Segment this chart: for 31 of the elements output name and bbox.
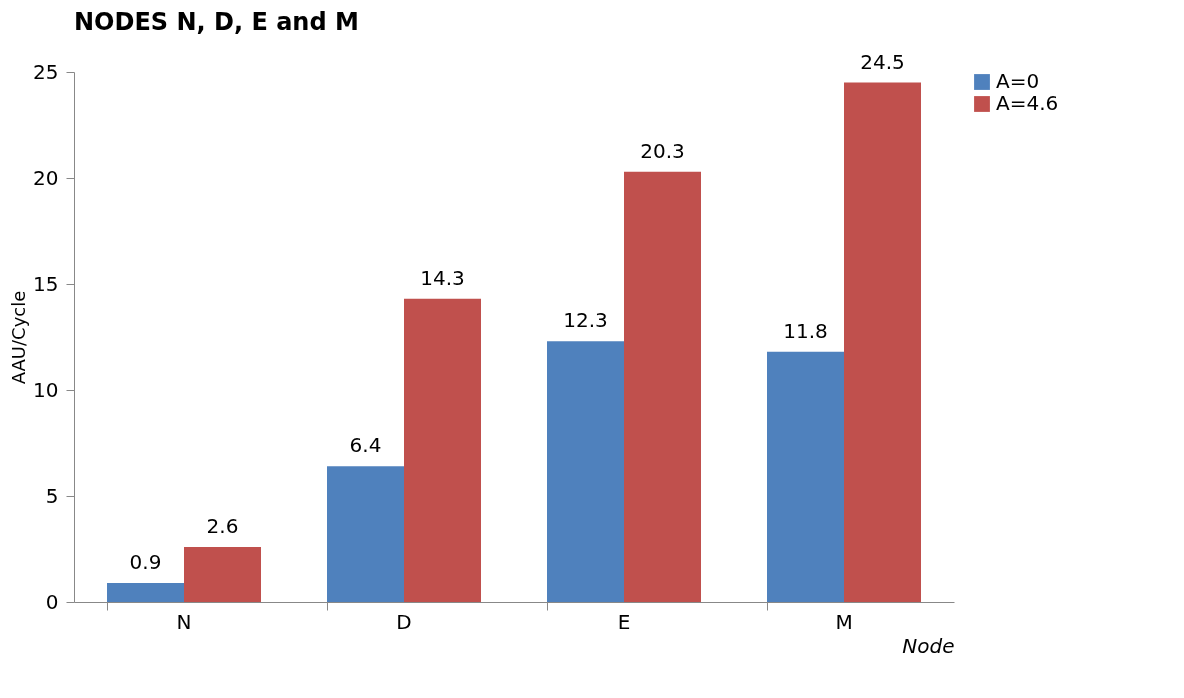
y-tick-label: 10: [33, 377, 59, 402]
y-tick-label: 15: [33, 271, 59, 296]
y-tick-label: 0: [45, 589, 59, 614]
y-tick-label: 20: [33, 165, 59, 190]
chart-title: NODES N, D, E and M: [74, 7, 359, 36]
bar: [767, 351, 844, 602]
legend-label: A=0: [996, 69, 1040, 93]
data-label: 2.6: [206, 513, 239, 538]
bar: [624, 171, 701, 602]
bar: [404, 298, 481, 602]
y-tick-label: 5: [45, 483, 59, 508]
data-label: 11.8: [783, 318, 828, 343]
x-axis-title: Node: [902, 633, 955, 658]
bar: [547, 341, 624, 602]
legend-label: A=4.6: [996, 91, 1059, 115]
bar: [107, 582, 184, 602]
data-label: 6.4: [349, 433, 382, 458]
data-label: 12.3: [563, 308, 608, 333]
x-tick-label: E: [617, 609, 631, 634]
data-label: 24.5: [860, 49, 905, 74]
x-tick-label: N: [176, 609, 192, 634]
x-tick-label: M: [835, 609, 853, 634]
bar: [844, 82, 921, 602]
bar: [327, 466, 404, 602]
y-tick-label: 25: [33, 59, 59, 84]
x-tick-label: D: [396, 609, 412, 634]
data-label: 0.9: [129, 549, 162, 574]
bar: [184, 546, 261, 602]
data-label: 20.3: [640, 138, 685, 163]
data-label: 14.3: [420, 265, 465, 290]
y-axis-title: AAU/Cycle: [8, 290, 30, 385]
